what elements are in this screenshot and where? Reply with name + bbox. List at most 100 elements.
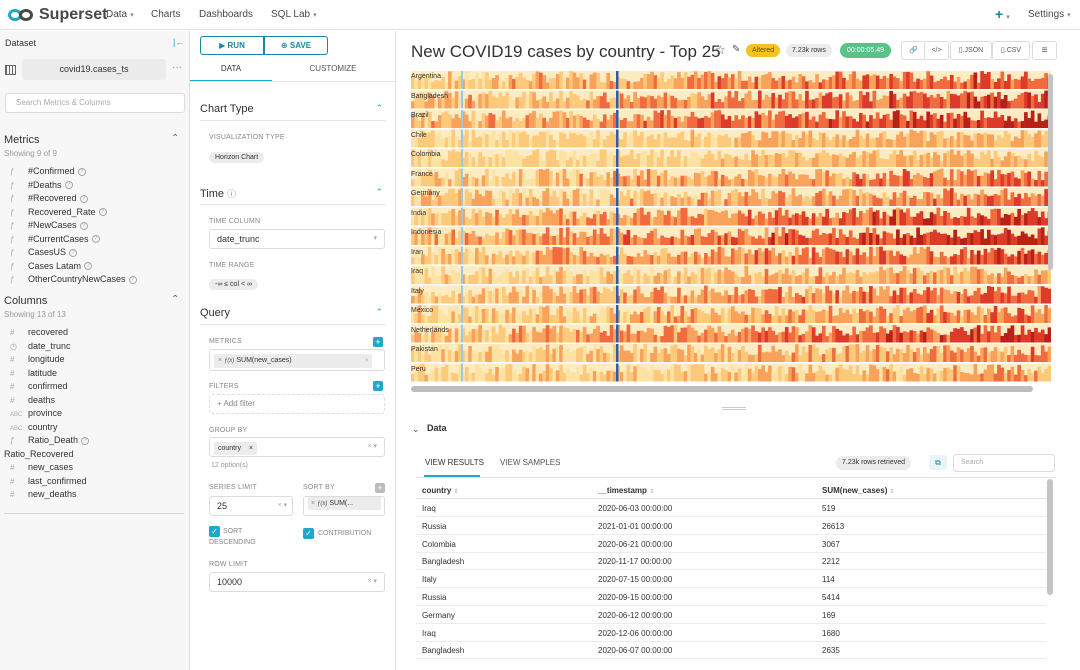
query-section-title[interactable]: Query xyxy=(200,307,230,319)
sort-icon[interactable]: ⇕ xyxy=(649,489,655,495)
dataset-name[interactable]: covid19.cases_ts xyxy=(22,59,166,80)
dataset-more-icon[interactable]: ··· xyxy=(172,62,182,73)
sort-by-pill[interactable]: × ƒ(x) SUM(... xyxy=(308,497,381,510)
settings-menu[interactable]: Settings ▾ xyxy=(1028,9,1071,20)
export-csv-button[interactable]: ▯.CSV xyxy=(992,41,1030,60)
add-sort-icon[interactable]: + xyxy=(375,483,385,493)
column-header-timestamp[interactable]: __timestamp ⇕ xyxy=(598,486,655,495)
table-row[interactable]: Bangladesh 2020-11-17 00:00:00 2212 xyxy=(416,552,1046,571)
metric-pill[interactable]: × ƒ(x) SUM(new_cases) › xyxy=(214,354,372,368)
metric-item[interactable]: ƒ #Confirmed? xyxy=(10,166,86,176)
column-item[interactable]: # deaths xyxy=(10,394,56,405)
chevron-right-icon[interactable]: › xyxy=(365,357,368,364)
search-metrics-input[interactable]: Search Metrics & Columns xyxy=(5,93,185,113)
column-item[interactable]: ◷ date_trunc xyxy=(10,340,71,351)
horizon-chart[interactable] xyxy=(411,71,1051,383)
nav-data-menu[interactable]: Data ▾ xyxy=(106,9,134,20)
time-section-title[interactable]: Time ⓘ xyxy=(200,188,237,200)
chevron-up-icon[interactable]: ⌃ xyxy=(171,294,180,305)
time-range-selector[interactable]: -∞ ≤ col < ∞ xyxy=(209,273,258,291)
horizon-row[interactable] xyxy=(411,188,1051,206)
metric-item[interactable]: ƒ CasesUS? xyxy=(10,247,78,257)
resize-handle[interactable] xyxy=(722,407,746,410)
clear-and-caret-icon[interactable]: × ▾ xyxy=(367,578,377,585)
sort-icon[interactable]: ⇕ xyxy=(889,489,895,495)
metrics-select[interactable]: × ƒ(x) SUM(new_cases) › xyxy=(209,349,385,371)
column-item[interactable]: ABC country xyxy=(10,421,58,432)
sort-descending-checkbox[interactable]: ✓ xyxy=(209,526,220,537)
horizon-row[interactable] xyxy=(411,344,1051,362)
data-section-title[interactable]: Data xyxy=(427,423,447,433)
horizon-row[interactable] xyxy=(411,110,1051,128)
edit-icon[interactable]: ✎ xyxy=(732,44,741,55)
column-item[interactable]: ABC province xyxy=(10,408,63,418)
nav-charts[interactable]: Charts xyxy=(151,9,181,20)
sort-by-select[interactable]: × ƒ(x) SUM(... xyxy=(303,496,385,516)
column-header-sum-new-cases[interactable]: SUM(new_cases) ⇕ xyxy=(822,486,895,495)
column-item[interactable]: # confirmed xyxy=(10,381,68,391)
chart-title[interactable]: New COVID19 cases by country - Top 25 xyxy=(411,42,721,61)
search-results-input[interactable]: Search xyxy=(953,454,1055,472)
star-icon[interactable]: ☆ xyxy=(715,43,726,57)
table-row[interactable]: Iraq 2020-12-06 00:00:00 1680 xyxy=(416,624,1046,642)
chevron-up-icon[interactable]: ⌃ xyxy=(171,133,180,144)
horizon-row[interactable] xyxy=(411,363,1051,382)
sort-icon[interactable]: ⇕ xyxy=(453,489,459,495)
remove-icon[interactable]: × xyxy=(218,357,223,364)
column-item[interactable]: # latitude xyxy=(10,367,58,378)
table-row[interactable]: Germany 2020-06-12 00:00:00 169 xyxy=(416,606,1046,624)
chevron-up-icon[interactable]: ⌃ xyxy=(375,187,383,197)
altered-badge[interactable]: Altered xyxy=(746,44,781,57)
share-link-button[interactable]: 🔗 xyxy=(901,41,926,60)
horizon-row[interactable] xyxy=(411,90,1051,109)
tab-data[interactable]: DATA xyxy=(220,64,242,73)
chart-type-title[interactable]: Chart Type xyxy=(200,103,254,115)
metric-item[interactable]: ƒ #CurrentCases? xyxy=(10,234,100,244)
time-column-select[interactable]: date_trunc ▾ xyxy=(209,229,385,249)
viz-type-pill[interactable]: Horizon Chart xyxy=(209,152,265,163)
column-item[interactable]: # longitude xyxy=(10,354,65,364)
add-metric-icon[interactable]: + xyxy=(373,337,383,347)
horizon-row[interactable] xyxy=(411,168,1051,187)
tab-customize[interactable]: CUSTOMIZE xyxy=(309,64,357,73)
nav-sql-lab-menu[interactable]: SQL Lab ▾ xyxy=(271,9,317,20)
horizon-row[interactable] xyxy=(411,285,1051,304)
add-filter-icon[interactable]: + xyxy=(373,381,383,391)
metric-item[interactable]: ƒ Recovered_Rate? xyxy=(10,207,107,217)
chevron-down-icon[interactable]: ⌄ xyxy=(412,424,420,434)
column-item[interactable]: Ratio_Recovered xyxy=(4,448,74,459)
series-limit-select[interactable]: 25 × ▾ xyxy=(209,496,293,516)
table-row[interactable]: Colombia 2020-06-21 00:00:00 3067 xyxy=(416,535,1046,553)
run-button[interactable]: ▶ RUN xyxy=(200,36,264,55)
superset-logo[interactable]: Superset xyxy=(8,6,107,24)
embed-code-button[interactable]: </> xyxy=(924,41,949,60)
table-vertical-scrollbar[interactable] xyxy=(1047,479,1053,595)
export-json-button[interactable]: ▯.JSON xyxy=(950,41,992,60)
time-range-pill[interactable]: -∞ ≤ col < ∞ xyxy=(209,279,258,290)
copy-icon[interactable]: ⧉ xyxy=(929,455,947,470)
metric-item[interactable]: ƒ #Deaths? xyxy=(10,180,73,190)
group-by-pill[interactable]: country × xyxy=(214,442,258,455)
add-filter-button[interactable]: + Add filter xyxy=(209,394,385,414)
more-menu-button[interactable]: ≡ xyxy=(1032,41,1057,60)
metric-item[interactable]: ƒ #NewCases? xyxy=(10,220,88,230)
metric-item[interactable]: ƒ #Recovered? xyxy=(10,193,88,203)
remove-icon[interactable]: × xyxy=(248,445,254,452)
group-by-select[interactable]: country × × ▾ xyxy=(209,437,385,457)
horizon-row[interactable] xyxy=(411,266,1051,284)
table-row[interactable]: Bangladesh 2020-06-07 00:00:00 2635 xyxy=(416,641,1046,660)
column-item[interactable]: # new_cases xyxy=(10,462,74,472)
nav-dashboards[interactable]: Dashboards xyxy=(199,9,253,20)
horizon-row[interactable] xyxy=(411,207,1051,226)
table-row[interactable]: Iraq 2020-06-03 00:00:00 519 xyxy=(416,499,1046,517)
column-item[interactable]: # new_deaths xyxy=(10,489,77,499)
collapse-panel-icon[interactable]: |← xyxy=(173,37,185,47)
column-item[interactable]: # last_confirmed xyxy=(10,475,87,486)
column-item[interactable]: # recovered xyxy=(10,327,69,337)
contribution-checkbox[interactable]: ✓ xyxy=(303,528,314,539)
chevron-up-icon[interactable]: ⌃ xyxy=(375,103,383,113)
remove-icon[interactable]: × xyxy=(311,500,316,507)
save-button[interactable]: ⊕ SAVE xyxy=(264,36,328,55)
row-limit-select[interactable]: 10000 × ▾ xyxy=(209,572,385,592)
table-row[interactable]: Russia 2021-01-01 00:00:00 26613 xyxy=(416,517,1046,535)
